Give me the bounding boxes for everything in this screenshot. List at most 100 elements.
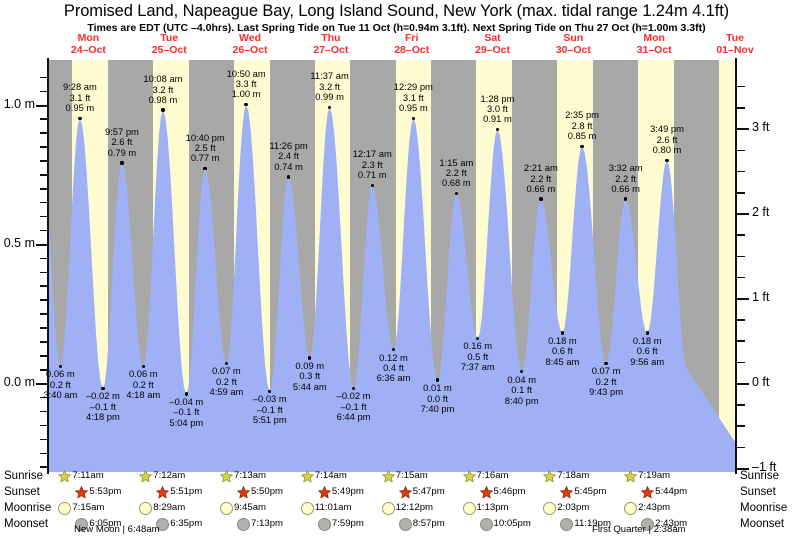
ann-ft: 3.0 ft: [487, 103, 508, 114]
ann-m: 8:40 pm: [504, 394, 539, 406]
moonset-event-time: 2:43pm: [655, 518, 688, 529]
moonrise-event-time: 2:43pm: [638, 502, 671, 513]
y-axis-left-line: [47, 58, 49, 474]
moon-icon: [300, 501, 314, 515]
star-icon: [543, 469, 557, 482]
low-tide-dot-2: [141, 364, 145, 368]
sunrise-event-2: 7:13am: [220, 469, 266, 483]
moonrise-event-5: 1:13pm: [462, 501, 509, 515]
star-icon: [462, 469, 476, 482]
low-tide-annotation-4: 0.07 m 0.2 ft 4:59 am: [182, 366, 270, 398]
ann-ft: 0.2 ft: [215, 375, 237, 387]
moon-icon: [156, 517, 170, 531]
moonset-row-label-left: Moonset: [4, 518, 49, 530]
sunrise-event-time: 7:18am: [557, 470, 590, 481]
y-tick-left: [40, 410, 48, 413]
y-tick-left: [40, 188, 48, 190]
moon-icon: [479, 517, 493, 531]
y-label-right-0: 3 ft: [752, 120, 770, 135]
day-header-2: Wed 26–Oct: [210, 32, 290, 56]
ann-time: –0.03 m: [252, 393, 287, 405]
day-weekday: Fri: [404, 32, 419, 44]
ann-ft: 2.2 ft: [530, 172, 552, 184]
y-tick-left: [40, 438, 48, 441]
y-tick-right: [737, 128, 749, 131]
star-icon: [479, 485, 493, 498]
day-date: 25–Oct: [151, 44, 187, 56]
y-label-left-1: 0.5 m: [3, 235, 35, 250]
high-tide-annotation-8: 12:29 pm 3.1 ft 0.95 m: [369, 82, 457, 114]
ann-ft: 3.1 ft: [69, 91, 91, 103]
low-tide-dot-3: [184, 392, 188, 396]
y-tick-right: [737, 276, 745, 279]
low-tide-annotation-1: –0.02 m –0.1 ft 4:18 pm: [59, 391, 147, 423]
ann-time: 0.12 m: [379, 351, 408, 363]
star-icon: [381, 469, 395, 482]
ann-time: 10:50 am: [226, 67, 266, 79]
moonrise-event-time: 2:03pm: [557, 502, 590, 513]
ann-ft: 2.4 ft: [278, 150, 299, 162]
y-tick-left: [40, 424, 48, 427]
low-tide-annotation-2: 0.06 m 0.2 ft 4:18 am: [99, 368, 187, 400]
y-tick-left: [40, 146, 48, 148]
y-tick-left: [40, 160, 48, 162]
ann-ft: 2.6 ft: [656, 133, 678, 145]
moonrise-row-label-left: Moonrise: [4, 502, 52, 514]
high-tide-dot-0: [78, 116, 82, 121]
high-tide-annotation-11: 2:21 am 2.2 ft 0.66 m: [497, 162, 585, 194]
y-tick-right: [737, 467, 749, 470]
ann-ft: 0.6 ft: [551, 345, 573, 357]
low-tide-dot-8: [391, 347, 396, 352]
ann-m: 0.85 m: [567, 130, 597, 142]
high-tide-dot-1: [120, 161, 124, 165]
ann-time: 0.06 m: [128, 368, 158, 380]
ann-ft: –0.1 ft: [256, 403, 283, 415]
sunset-event-time: 5:53pm: [89, 486, 122, 497]
high-tide-dot-5: [286, 175, 291, 179]
low-tide-dot-9: [435, 378, 440, 382]
y-tick-left: [40, 396, 48, 399]
y-tick-left: [40, 257, 48, 260]
day-weekday: Thu: [321, 32, 341, 44]
y-tick-left: [36, 104, 48, 107]
ann-ft: 0.2 ft: [595, 375, 617, 387]
star-icon: [301, 469, 314, 482]
y-tick-left: [40, 229, 48, 232]
moon-icon: [139, 501, 153, 515]
ann-time: –0.04 m: [169, 396, 204, 408]
star-icon: [237, 485, 250, 498]
y-tick-left: [40, 285, 48, 287]
ann-time: 9:57 pm: [104, 126, 139, 137]
moon-icon: [641, 517, 655, 531]
high-tide-annotation-5: 11:26 pm 2.4 ft 0.74 m: [245, 140, 333, 172]
day-weekday: Tue: [726, 32, 744, 44]
star-icon: [156, 485, 170, 498]
y-tick-right: [737, 85, 745, 88]
ann-time: 1:28 pm: [480, 92, 515, 104]
ann-m: 0.66 m: [611, 183, 640, 194]
y-tick-left: [40, 369, 48, 371]
y-tick-left: [40, 313, 48, 315]
ann-m: 0.79 m: [107, 146, 137, 158]
moonset-event-1: 6:35pm: [156, 517, 202, 531]
low-tide-annotation-9: 0.01 m 0.0 ft 7:40 pm: [394, 382, 482, 414]
low-tide-dot-7: [351, 386, 356, 391]
day-weekday: Wed: [239, 32, 262, 44]
low-tide-annotation-13: 0.07 m 0.2 ft 9:43 pm: [562, 366, 650, 398]
sunset-event-7: 5:44pm: [641, 485, 687, 499]
low-tide-dot-1: [101, 386, 105, 391]
ann-m: 8:45 am: [545, 355, 580, 367]
y-tick-left: [40, 452, 48, 454]
sunrise-event-time: 7:15am: [395, 470, 428, 481]
high-tide-dot-14: [665, 158, 669, 162]
ann-m: 7:40 pm: [420, 402, 455, 414]
y-tick-right: [737, 107, 745, 109]
low-tide-annotation-11: 0.04 m 0.1 ft 8:40 pm: [478, 374, 566, 406]
ann-m: 0.66 m: [526, 183, 556, 194]
y-tick-left: [40, 201, 48, 204]
y-tick-left: [40, 299, 48, 301]
moon-icon: [398, 517, 412, 531]
moonrise-event-time: 7:15am: [72, 502, 105, 513]
y-tick-left: [40, 174, 48, 176]
moonrise-event-time: 1:13pm: [476, 502, 509, 513]
